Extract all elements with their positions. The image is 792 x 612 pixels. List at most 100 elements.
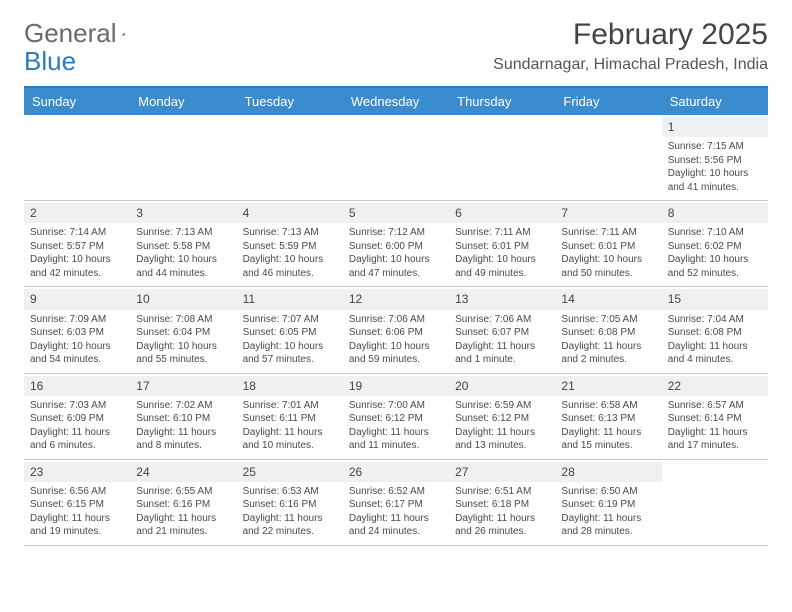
- sunset-text: Sunset: 5:59 PM: [243, 240, 337, 254]
- day-cell: 27Sunrise: 6:51 AMSunset: 6:18 PMDayligh…: [449, 460, 555, 545]
- sunrise-text: Sunrise: 7:04 AM: [668, 313, 762, 327]
- day-cell: 11Sunrise: 7:07 AMSunset: 6:05 PMDayligh…: [237, 287, 343, 372]
- day-number: 16: [24, 376, 130, 396]
- daylight-text: Daylight: 11 hours and 21 minutes.: [136, 512, 230, 539]
- day-cell: [555, 115, 661, 200]
- sunset-text: Sunset: 5:56 PM: [668, 154, 762, 168]
- day-cell: [24, 115, 130, 200]
- sunrise-text: Sunrise: 7:13 AM: [136, 226, 230, 240]
- sunset-text: Sunset: 6:12 PM: [455, 412, 549, 426]
- day-number: 18: [237, 376, 343, 396]
- sunset-text: Sunset: 6:05 PM: [243, 326, 337, 340]
- sunrise-text: Sunrise: 7:09 AM: [30, 313, 124, 327]
- sunset-text: Sunset: 6:18 PM: [455, 498, 549, 512]
- day-number: 5: [343, 203, 449, 223]
- weekday-header-cell: Saturday: [662, 88, 768, 115]
- day-number: 2: [24, 203, 130, 223]
- daylight-text: Daylight: 10 hours and 42 minutes.: [30, 253, 124, 280]
- day-number: 22: [662, 376, 768, 396]
- day-cell: 23Sunrise: 6:56 AMSunset: 6:15 PMDayligh…: [24, 460, 130, 545]
- sunrise-text: Sunrise: 7:06 AM: [455, 313, 549, 327]
- sunrise-text: Sunrise: 6:53 AM: [243, 485, 337, 499]
- day-cell: 18Sunrise: 7:01 AMSunset: 6:11 PMDayligh…: [237, 374, 343, 459]
- day-number: 24: [130, 462, 236, 482]
- daylight-text: Daylight: 11 hours and 4 minutes.: [668, 340, 762, 367]
- day-number: 25: [237, 462, 343, 482]
- sunset-text: Sunset: 6:19 PM: [561, 498, 655, 512]
- day-cell: 9Sunrise: 7:09 AMSunset: 6:03 PMDaylight…: [24, 287, 130, 372]
- sunrise-text: Sunrise: 6:59 AM: [455, 399, 549, 413]
- calendar: SundayMondayTuesdayWednesdayThursdayFrid…: [24, 86, 768, 546]
- day-number: [24, 117, 130, 137]
- sunrise-text: Sunrise: 6:57 AM: [668, 399, 762, 413]
- sunset-text: Sunset: 6:01 PM: [561, 240, 655, 254]
- sunrise-text: Sunrise: 7:11 AM: [561, 226, 655, 240]
- day-cell: 7Sunrise: 7:11 AMSunset: 6:01 PMDaylight…: [555, 201, 661, 286]
- week-row: 2Sunrise: 7:14 AMSunset: 5:57 PMDaylight…: [24, 201, 768, 287]
- weekday-header-cell: Thursday: [449, 88, 555, 115]
- daylight-text: Daylight: 10 hours and 50 minutes.: [561, 253, 655, 280]
- sunset-text: Sunset: 5:58 PM: [136, 240, 230, 254]
- location-subtitle: Sundarnagar, Himachal Pradesh, India: [493, 56, 768, 74]
- sunset-text: Sunset: 6:14 PM: [668, 412, 762, 426]
- day-cell: 14Sunrise: 7:05 AMSunset: 6:08 PMDayligh…: [555, 287, 661, 372]
- daylight-text: Daylight: 10 hours and 44 minutes.: [136, 253, 230, 280]
- sunrise-text: Sunrise: 7:07 AM: [243, 313, 337, 327]
- day-cell: 1Sunrise: 7:15 AMSunset: 5:56 PMDaylight…: [662, 115, 768, 200]
- day-number: 10: [130, 289, 236, 309]
- day-number: 17: [130, 376, 236, 396]
- week-row: 23Sunrise: 6:56 AMSunset: 6:15 PMDayligh…: [24, 460, 768, 546]
- day-cell: 12Sunrise: 7:06 AMSunset: 6:06 PMDayligh…: [343, 287, 449, 372]
- day-number: 27: [449, 462, 555, 482]
- daylight-text: Daylight: 10 hours and 59 minutes.: [349, 340, 443, 367]
- sunrise-text: Sunrise: 7:12 AM: [349, 226, 443, 240]
- weekday-header-row: SundayMondayTuesdayWednesdayThursdayFrid…: [24, 88, 768, 115]
- day-cell: 13Sunrise: 7:06 AMSunset: 6:07 PMDayligh…: [449, 287, 555, 372]
- sunset-text: Sunset: 6:17 PM: [349, 498, 443, 512]
- sunrise-text: Sunrise: 7:14 AM: [30, 226, 124, 240]
- daylight-text: Daylight: 10 hours and 55 minutes.: [136, 340, 230, 367]
- day-number: 21: [555, 376, 661, 396]
- daylight-text: Daylight: 11 hours and 6 minutes.: [30, 426, 124, 453]
- day-cell: 28Sunrise: 6:50 AMSunset: 6:19 PMDayligh…: [555, 460, 661, 545]
- daylight-text: Daylight: 10 hours and 46 minutes.: [243, 253, 337, 280]
- daylight-text: Daylight: 10 hours and 47 minutes.: [349, 253, 443, 280]
- sunset-text: Sunset: 6:04 PM: [136, 326, 230, 340]
- day-cell: 3Sunrise: 7:13 AMSunset: 5:58 PMDaylight…: [130, 201, 236, 286]
- sunrise-text: Sunrise: 7:03 AM: [30, 399, 124, 413]
- daylight-text: Daylight: 11 hours and 11 minutes.: [349, 426, 443, 453]
- day-number: 12: [343, 289, 449, 309]
- daylight-text: Daylight: 10 hours and 41 minutes.: [668, 167, 762, 194]
- sunset-text: Sunset: 6:16 PM: [243, 498, 337, 512]
- day-number: 28: [555, 462, 661, 482]
- day-number: 9: [24, 289, 130, 309]
- day-number: [662, 462, 768, 482]
- week-row: 1Sunrise: 7:15 AMSunset: 5:56 PMDaylight…: [24, 115, 768, 201]
- sunrise-text: Sunrise: 6:56 AM: [30, 485, 124, 499]
- day-number: 8: [662, 203, 768, 223]
- sunrise-text: Sunrise: 6:50 AM: [561, 485, 655, 499]
- day-number: 4: [237, 203, 343, 223]
- daylight-text: Daylight: 11 hours and 2 minutes.: [561, 340, 655, 367]
- sunrise-text: Sunrise: 7:15 AM: [668, 140, 762, 154]
- weekday-header-cell: Friday: [555, 88, 661, 115]
- sunset-text: Sunset: 6:10 PM: [136, 412, 230, 426]
- day-number: 20: [449, 376, 555, 396]
- day-cell: [662, 460, 768, 545]
- sunset-text: Sunset: 6:08 PM: [561, 326, 655, 340]
- sunset-text: Sunset: 6:02 PM: [668, 240, 762, 254]
- sunrise-text: Sunrise: 6:51 AM: [455, 485, 549, 499]
- day-cell: 4Sunrise: 7:13 AMSunset: 5:59 PMDaylight…: [237, 201, 343, 286]
- calendar-body: 1Sunrise: 7:15 AMSunset: 5:56 PMDaylight…: [24, 115, 768, 546]
- day-number: 6: [449, 203, 555, 223]
- daylight-text: Daylight: 10 hours and 57 minutes.: [243, 340, 337, 367]
- weekday-header-cell: Tuesday: [237, 88, 343, 115]
- sunrise-text: Sunrise: 7:00 AM: [349, 399, 443, 413]
- logo-text-2: Blue: [24, 46, 76, 77]
- weekday-header-cell: Wednesday: [343, 88, 449, 115]
- day-number: 19: [343, 376, 449, 396]
- day-cell: 25Sunrise: 6:53 AMSunset: 6:16 PMDayligh…: [237, 460, 343, 545]
- sunrise-text: Sunrise: 7:06 AM: [349, 313, 443, 327]
- day-cell: 17Sunrise: 7:02 AMSunset: 6:10 PMDayligh…: [130, 374, 236, 459]
- day-cell: 15Sunrise: 7:04 AMSunset: 6:08 PMDayligh…: [662, 287, 768, 372]
